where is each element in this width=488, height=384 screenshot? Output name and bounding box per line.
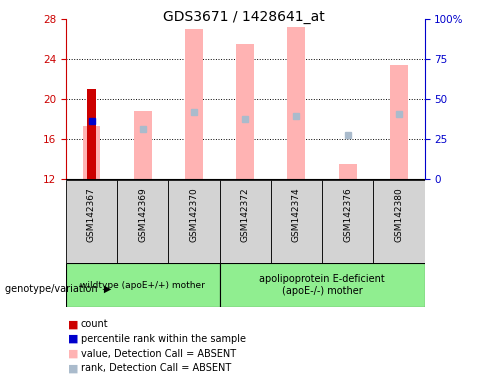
- Text: rank, Detection Call = ABSENT: rank, Detection Call = ABSENT: [81, 363, 231, 373]
- Bar: [134, 111, 152, 179]
- Bar: [82, 126, 101, 179]
- Text: value, Detection Call = ABSENT: value, Detection Call = ABSENT: [81, 349, 236, 359]
- Bar: [220, 263, 425, 307]
- Text: GSM142370: GSM142370: [189, 187, 199, 242]
- Bar: [236, 44, 254, 179]
- Bar: [339, 164, 357, 179]
- Bar: [66, 263, 220, 307]
- Text: GSM142372: GSM142372: [241, 187, 250, 242]
- Text: genotype/variation  ▶: genotype/variation ▶: [5, 284, 111, 294]
- Bar: [287, 27, 305, 179]
- Text: GSM142369: GSM142369: [138, 187, 147, 242]
- Text: ■: ■: [68, 334, 79, 344]
- Bar: [373, 180, 425, 263]
- Bar: [220, 180, 271, 263]
- Text: GSM142376: GSM142376: [343, 187, 352, 242]
- Text: ■: ■: [68, 319, 79, 329]
- Text: GSM142367: GSM142367: [87, 187, 96, 242]
- Text: ■: ■: [68, 349, 79, 359]
- Text: GSM142374: GSM142374: [292, 187, 301, 242]
- Text: GDS3671 / 1428641_at: GDS3671 / 1428641_at: [163, 10, 325, 23]
- Bar: [168, 180, 220, 263]
- Bar: [66, 180, 117, 263]
- Bar: [271, 180, 322, 263]
- Text: apolipoprotein E-deficient
(apoE-/-) mother: apolipoprotein E-deficient (apoE-/-) mot…: [259, 274, 385, 296]
- Text: count: count: [81, 319, 108, 329]
- Text: percentile rank within the sample: percentile rank within the sample: [81, 334, 245, 344]
- Bar: [117, 180, 168, 263]
- Text: wildtype (apoE+/+) mother: wildtype (apoE+/+) mother: [81, 281, 205, 290]
- Bar: [322, 180, 373, 263]
- Bar: [87, 89, 96, 179]
- Text: ■: ■: [68, 363, 79, 373]
- Bar: [185, 29, 203, 179]
- Bar: [390, 65, 408, 179]
- Text: GSM142380: GSM142380: [394, 187, 404, 242]
